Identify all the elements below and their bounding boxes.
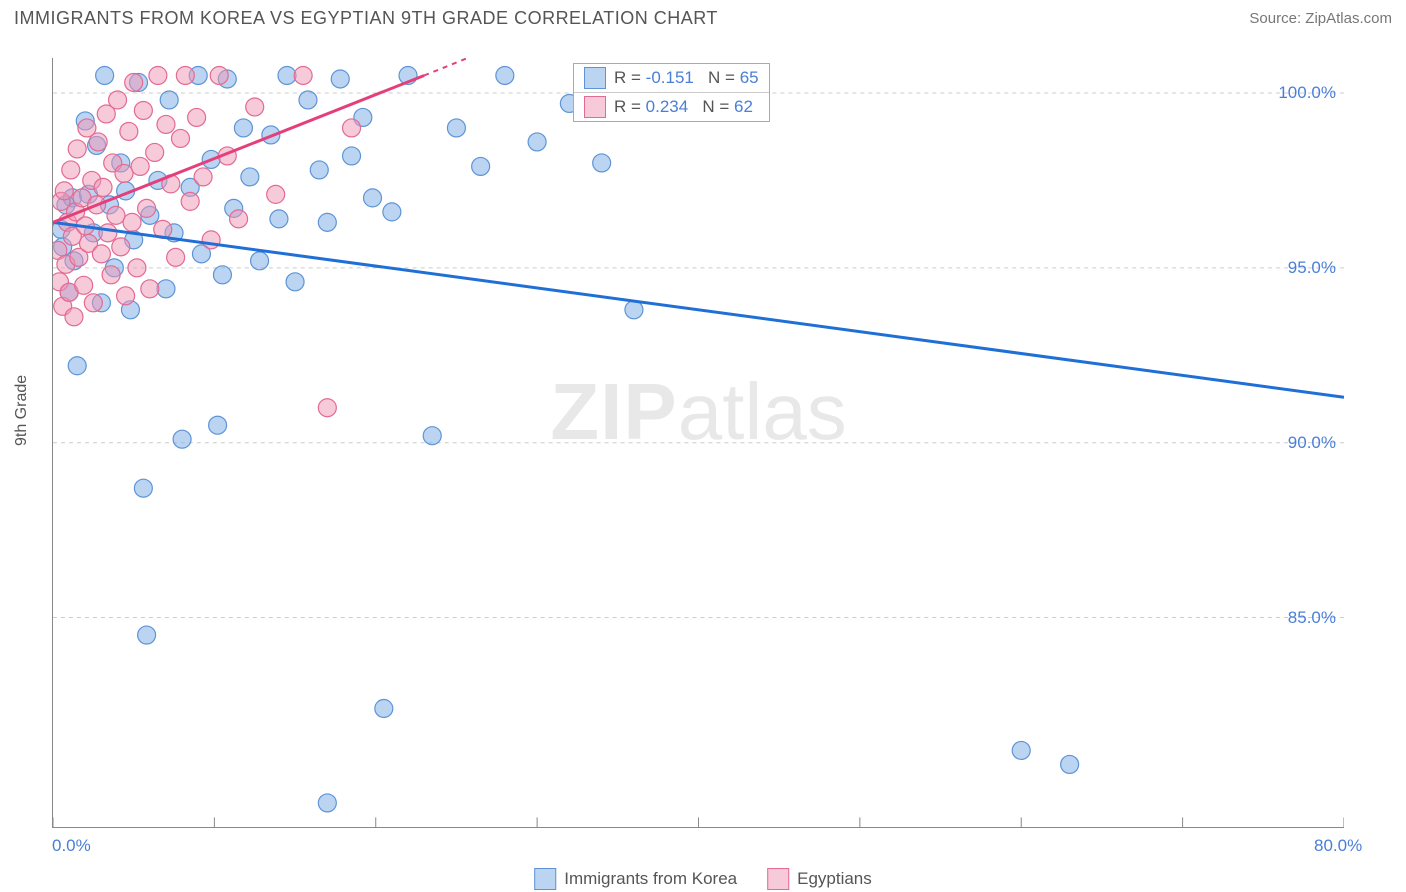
trend-lines: [53, 58, 1344, 827]
legend-item-korea: Immigrants from Korea: [534, 868, 737, 890]
y-axis-label: 9th Grade: [13, 375, 31, 446]
legend-item-egyptians: Egyptians: [767, 868, 872, 890]
scatter-chart: ZIPatlas R = -0.151 N = 65R = 0.234 N = …: [52, 58, 1344, 828]
source-credit: Source: ZipAtlas.com: [1249, 10, 1392, 27]
legend-label: Egyptians: [797, 869, 872, 889]
x-tick-label: 0.0%: [52, 836, 91, 856]
info-row: R = -0.151 N = 65: [574, 64, 769, 92]
legend-label: Immigrants from Korea: [564, 869, 737, 889]
y-tick-label: 100.0%: [1278, 83, 1336, 103]
y-tick-label: 85.0%: [1288, 608, 1336, 628]
y-tick-label: 95.0%: [1288, 258, 1336, 278]
y-tick-label: 90.0%: [1288, 433, 1336, 453]
correlation-info-box: R = -0.151 N = 65R = 0.234 N = 62: [573, 63, 770, 122]
legend-swatch-egyptians: [767, 868, 789, 890]
x-tick-label: 80.0%: [1314, 836, 1362, 856]
legend-swatch-korea: [534, 868, 556, 890]
bottom-legend: Immigrants from Korea Egyptians: [534, 868, 872, 890]
chart-title: IMMIGRANTS FROM KOREA VS EGYPTIAN 9TH GR…: [14, 8, 718, 29]
info-row: R = 0.234 N = 62: [574, 92, 769, 121]
